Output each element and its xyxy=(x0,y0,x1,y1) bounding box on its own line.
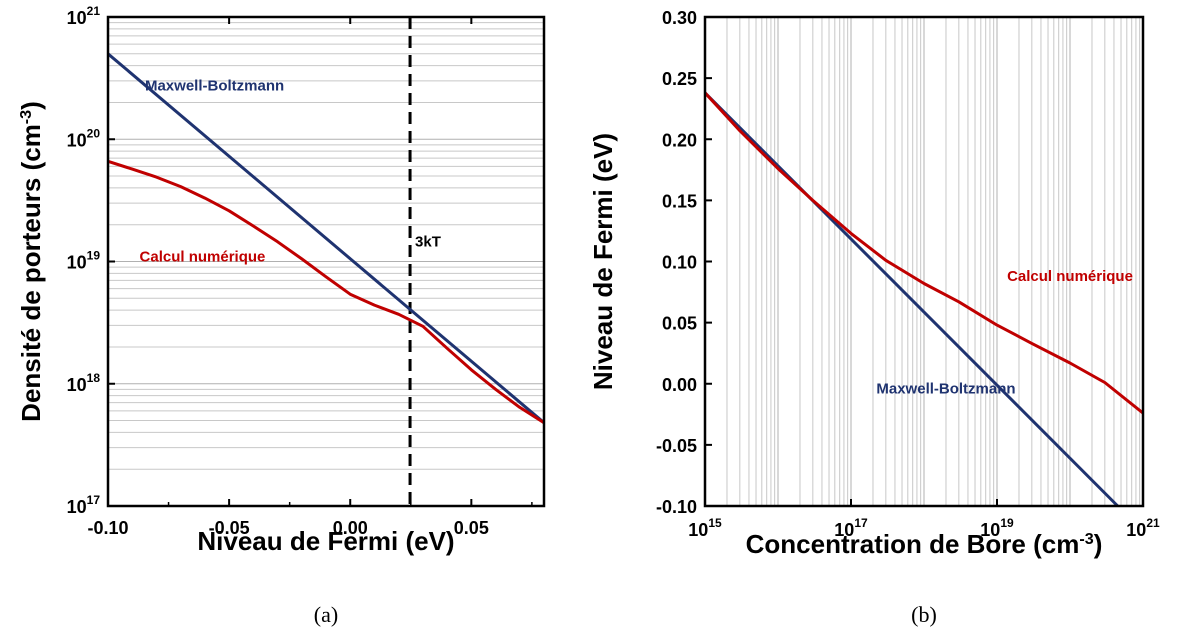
x-tick-label: 1015 xyxy=(688,516,722,540)
plot-frame-a xyxy=(106,15,546,508)
series-annotation: Maxwell-Boltzmann xyxy=(145,78,284,95)
series-annotation: Maxwell-Boltzmann xyxy=(876,381,1015,398)
series-line-1 xyxy=(703,91,1144,415)
y-axis-label: Niveau de Fermi (eV) xyxy=(588,133,618,390)
y-axis-label: Densité de porteurs (cm-3) xyxy=(16,101,46,422)
series-line-1 xyxy=(107,159,545,424)
x-tick-label: 1017 xyxy=(834,516,868,540)
series-line-0 xyxy=(703,91,1119,508)
series-annotation: Calcul numérique xyxy=(1007,268,1133,285)
y-tick-label: 1021 xyxy=(67,4,101,28)
y-tick-label: 0.10 xyxy=(662,253,697,273)
x-tick-label: 1021 xyxy=(1126,516,1160,540)
grid-a xyxy=(108,16,544,507)
y-tick-label: 0.30 xyxy=(662,8,697,28)
series-line-0 xyxy=(107,52,545,424)
y-tick-label: 0.25 xyxy=(662,69,697,89)
plot-frame-b xyxy=(703,15,1145,508)
x-tick-label: 0.05 xyxy=(454,518,489,538)
y-tick-label: -0.10 xyxy=(656,497,697,517)
y-tick-label: 1018 xyxy=(67,371,101,395)
y-tick-label: 0.00 xyxy=(662,375,697,395)
chart-b: -0.10 -0.05 0.00 0.05 0.10 0.15 0.20 0.25 0.30 10… xyxy=(588,8,1160,627)
y-tick-label: 1020 xyxy=(67,126,101,150)
y-tick-label: 0.15 xyxy=(662,191,697,211)
x-tick-label: -0.10 xyxy=(87,518,128,538)
x-tick-label: -0.05 xyxy=(209,518,250,538)
vline-label: 3kT xyxy=(415,233,441,250)
x-tick-label: 1019 xyxy=(980,516,1014,540)
y-tick-label: 1017 xyxy=(67,493,101,517)
caption-a: (a) xyxy=(314,602,338,627)
grid-b xyxy=(726,17,1141,506)
y-tick-label: 0.05 xyxy=(662,314,697,334)
series-annotation: Calcul numérique xyxy=(140,249,266,266)
chart-a: -0.10 -0.05 0.00 0.05 1017 1018 1019 1020 1021 3k… xyxy=(16,4,546,627)
x-axis-label: Niveau de Fermi (eV) xyxy=(197,526,454,556)
y-tick-label: -0.05 xyxy=(656,436,697,456)
y-tick-label: 0.20 xyxy=(662,130,697,150)
x-axis-label: Concentration de Bore (cm-3) xyxy=(746,529,1103,559)
caption-b: (b) xyxy=(911,602,937,627)
x-tick-label: 0.00 xyxy=(333,518,368,538)
y-tick-label: 1019 xyxy=(67,249,101,273)
